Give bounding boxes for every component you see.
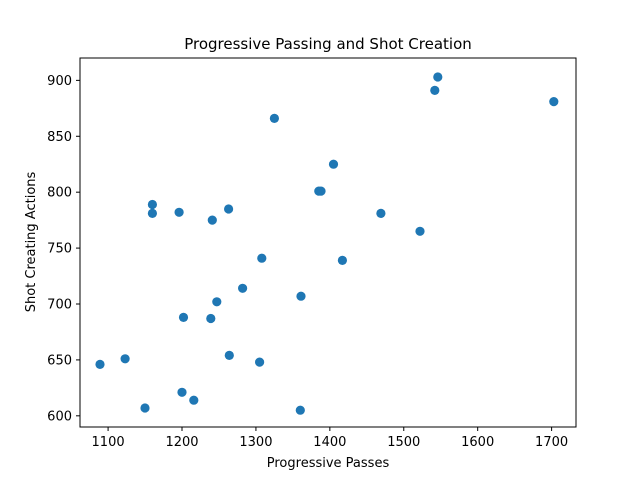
y-tick-label-3: 750	[47, 242, 72, 257]
data-point-17	[296, 291, 306, 301]
data-point-0	[433, 72, 443, 82]
data-point-22	[120, 354, 130, 364]
data-point-15	[337, 255, 347, 265]
data-point-24	[95, 359, 105, 369]
data-point-20	[206, 313, 216, 324]
plot-frame	[79, 57, 577, 428]
data-point-14	[257, 253, 267, 263]
data-point-19	[178, 312, 189, 322]
data-point-23	[255, 357, 265, 367]
data-point-4	[328, 159, 339, 169]
y-tick-label-6: 900	[47, 74, 72, 89]
data-point-13	[415, 226, 425, 236]
data-point-10	[147, 208, 157, 218]
data-point-1	[430, 85, 440, 95]
x-tick-label-0: 1100	[92, 435, 125, 450]
data-point-2	[549, 97, 559, 107]
x-tick-label-3: 1400	[313, 435, 346, 450]
chart-title: Progressive Passing and Shot Creation	[184, 35, 472, 53]
data-point-11	[376, 208, 386, 218]
y-tick-label-0: 600	[47, 409, 72, 424]
data-point-3	[269, 113, 279, 123]
data-point-18	[212, 297, 222, 307]
data-point-12	[207, 215, 217, 225]
data-points	[95, 72, 559, 415]
data-point-28	[295, 405, 305, 415]
x-tick-label-4: 1500	[387, 435, 420, 450]
data-point-9	[174, 207, 184, 217]
data-point-16	[238, 283, 248, 293]
y-axis-label: Shot Creating Actions	[24, 171, 39, 312]
x-axis-label: Progressive Passes	[267, 456, 390, 471]
data-point-26	[189, 395, 199, 405]
y-axis-ticks: 600 650 700 750 800 850 900	[47, 74, 80, 424]
data-point-21	[224, 350, 234, 360]
y-tick-label-2: 700	[47, 298, 72, 313]
y-tick-label-5: 850	[47, 130, 72, 145]
data-point-7	[147, 199, 157, 210]
data-point-27	[140, 403, 150, 413]
x-tick-label-5: 1600	[461, 435, 494, 450]
x-axis-ticks: 1100 1200 1300 1400 1500 1600 1700	[92, 427, 568, 450]
data-point-6	[316, 186, 326, 196]
data-point-8	[224, 204, 234, 214]
x-tick-label-2: 1300	[239, 435, 272, 450]
data-point-25	[177, 387, 187, 397]
y-tick-label-1: 650	[47, 353, 72, 368]
x-tick-label-6: 1700	[535, 435, 568, 450]
x-tick-label-1: 1200	[165, 435, 198, 450]
y-tick-label-4: 800	[47, 186, 72, 201]
